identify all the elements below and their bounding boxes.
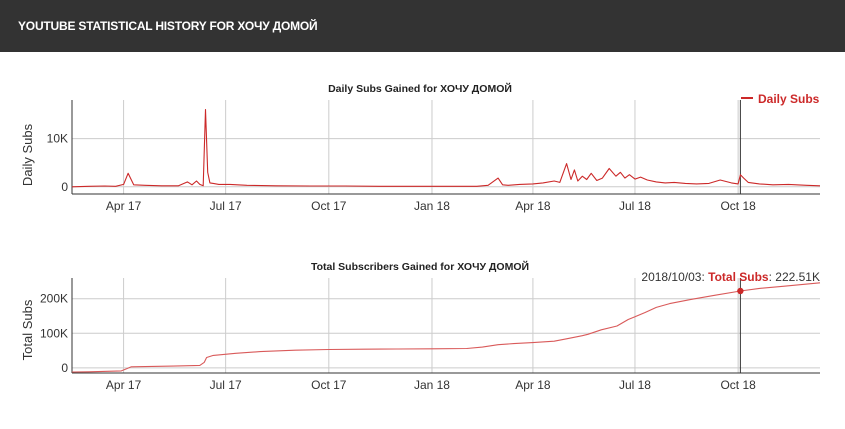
x-tick-label: Jul 17 [210,199,242,213]
y-tick-label: 100K [40,326,68,340]
daily-subs-line[interactable] [71,109,821,188]
x-tick-label: Jan 18 [414,378,450,392]
charts-area: Daily Subs Gained for ХОЧУ ДОМОЙ Daily S… [0,52,845,424]
daily-grid [72,100,820,194]
x-tick-label: Apr 17 [106,378,142,392]
x-tick-label: Jul 18 [619,378,651,392]
x-tick-label: Oct 17 [311,378,347,392]
y-tick-label: 0 [61,180,68,194]
total-y-axis-label: Total Subs [20,299,35,360]
daily-y-axis-label: Daily Subs [20,123,35,186]
y-tick-label: 0 [61,361,68,375]
charts-svg: Daily Subs Gained for ХОЧУ ДОМОЙ Daily S… [20,82,821,392]
tooltip-colon: : [769,270,776,284]
x-tick-label: Oct 18 [720,199,756,213]
tooltip-series-label: Total Subs [708,270,769,284]
x-tick-label: Apr 18 [515,199,551,213]
y-tick-label: 10K [47,132,68,146]
x-tick-label: Apr 17 [106,199,142,213]
daily-subs-chart: Daily Subs Gained for ХОЧУ ДОМОЙ Daily S… [20,82,821,213]
x-tick-label: Oct 18 [720,378,756,392]
total-chart-title: Total Subscribers Gained for ХОЧУ ДОМОЙ [311,260,529,273]
total-subs-chart: Total Subscribers Gained for ХОЧУ ДОМОЙ … [20,260,821,392]
daily-x-ticks: Apr 17 Jul 17 Oct 17 Jan 18 Apr 18 Jul 18 Oct … [106,199,756,213]
tooltip-date: 2018/10/03: [641,270,704,284]
total-subs-line[interactable] [71,282,821,373]
x-tick-label: Oct 17 [311,199,347,213]
daily-chart-title: Daily Subs Gained for ХОЧУ ДОМОЙ [328,82,512,95]
x-tick-label: Jan 18 [414,199,450,213]
x-tick-label: Apr 18 [515,378,551,392]
daily-legend-label: Daily Subs [758,92,820,106]
page-title: YOUTUBE STATISTICAL HISTORY FOR ХОЧУ ДОМ… [18,19,318,33]
total-grid [72,278,820,373]
total-x-ticks: Apr 17 Jul 17 Oct 17 Jan 18 Apr 18 Jul 18 Oct … [106,378,756,392]
daily-legend[interactable]: Daily Subs [741,92,820,106]
tooltip-value: 222.51K [775,270,820,284]
tooltip-point[interactable] [737,287,744,295]
y-tick-label: 200K [40,292,68,306]
page-header: YOUTUBE STATISTICAL HISTORY FOR ХОЧУ ДОМ… [0,0,845,52]
total-y-ticks: 0 100K 200K [40,292,68,375]
tooltip-text: 2018/10/03: Total Subs: 222.51K [641,270,820,284]
x-tick-label: Jul 18 [619,199,651,213]
daily-y-ticks: 0 10K [47,132,69,194]
x-tick-label: Jul 17 [210,378,242,392]
